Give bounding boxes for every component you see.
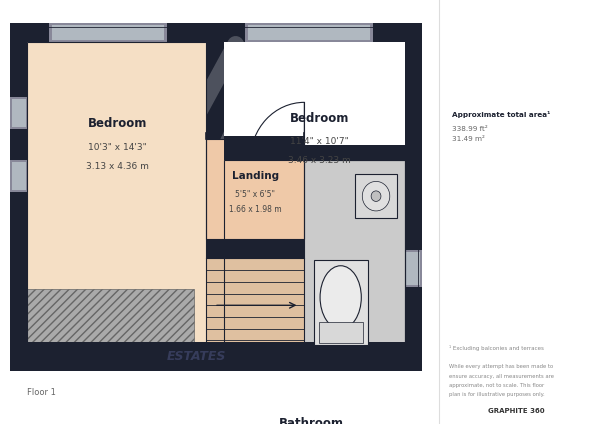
Bar	[224, 136, 304, 145]
Bar	[224, 160, 404, 352]
Text: 338.99 ft²: 338.99 ft²	[452, 126, 488, 132]
Bar	[12, 162, 26, 190]
Text: 31.49 m²: 31.49 m²	[452, 136, 485, 142]
Bar	[314, 260, 368, 345]
Text: 3.46 x 3.23 m: 3.46 x 3.23 m	[288, 156, 350, 165]
FancyBboxPatch shape	[224, 406, 400, 424]
Bar	[12, 99, 26, 127]
Text: While every attempt has been made to: While every attempt has been made to	[449, 364, 553, 369]
Text: Floor 1: Floor 1	[28, 388, 56, 397]
Text: ensure accuracy, all measurements are: ensure accuracy, all measurements are	[449, 374, 554, 379]
Text: 11'4" x 10'7": 11'4" x 10'7"	[290, 137, 349, 146]
Text: approximate, not to scale. This floor: approximate, not to scale. This floor	[449, 383, 544, 388]
Text: plan is for illustrative purposes only.: plan is for illustrative purposes only.	[449, 392, 544, 397]
Text: 10'3" x 14'3": 10'3" x 14'3"	[88, 143, 147, 152]
Text: GRAPHITE 360: GRAPHITE 360	[488, 408, 544, 414]
Text: Approximate total area¹: Approximate total area¹	[452, 111, 551, 118]
Bar	[28, 42, 206, 352]
Circle shape	[371, 191, 381, 201]
Bar	[319, 322, 363, 343]
Bar	[206, 258, 304, 352]
Bar	[28, 42, 404, 352]
Text: ESTATES: ESTATES	[167, 350, 226, 363]
Text: Landing: Landing	[232, 171, 279, 181]
Text: 5'5" x 6'5": 5'5" x 6'5"	[235, 190, 275, 198]
Bar	[28, 289, 194, 352]
Bar	[355, 174, 397, 218]
Bar	[206, 240, 304, 258]
Bar	[404, 250, 422, 287]
Bar	[52, 25, 164, 40]
Ellipse shape	[320, 266, 361, 329]
Bar	[10, 97, 28, 129]
Bar	[248, 25, 370, 40]
Ellipse shape	[362, 181, 390, 211]
Text: 1.66 x 1.98 m: 1.66 x 1.98 m	[229, 205, 281, 215]
Bar	[206, 139, 304, 240]
Bar	[10, 23, 422, 371]
Text: Bedroom: Bedroom	[88, 117, 148, 130]
Bar	[304, 160, 404, 352]
Bar	[224, 145, 404, 160]
Bar	[406, 252, 420, 285]
Text: Bedroom: Bedroom	[289, 112, 349, 125]
Bar	[224, 160, 404, 352]
Bar	[245, 23, 373, 42]
Bar	[206, 139, 304, 240]
Text: ¹ Excluding balconies and terraces: ¹ Excluding balconies and terraces	[449, 345, 544, 351]
Text: Bathroom: Bathroom	[279, 417, 344, 424]
Bar	[10, 160, 28, 192]
Text: 3.13 x 4.36 m: 3.13 x 4.36 m	[86, 162, 149, 171]
Bar	[206, 42, 224, 352]
Bar	[304, 160, 404, 352]
Bar	[28, 42, 206, 352]
Bar	[49, 23, 167, 42]
Bar	[10, 342, 422, 371]
